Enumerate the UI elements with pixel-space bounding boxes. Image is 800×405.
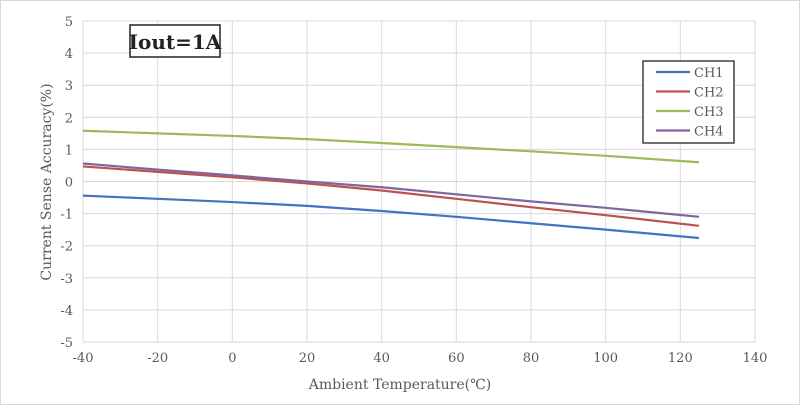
x-tick-label: 20 <box>299 351 316 366</box>
y-tick-label: -1 <box>60 208 73 223</box>
legend-label: CH2 <box>694 86 724 101</box>
series-line-ch1 <box>82 194 700 240</box>
y-tick-label: -3 <box>60 272 73 287</box>
x-tick-label: 100 <box>593 351 618 366</box>
series-line-ch2 <box>82 165 700 227</box>
x-tick-label: 80 <box>523 351 540 366</box>
y-axis-label: Current Sense Accuracy(%) <box>39 83 55 280</box>
legend: CH1 CH2 CH3 CH4 <box>642 60 735 144</box>
y-tick-label: 3 <box>65 79 73 94</box>
annotation-label: Iout=1A <box>129 30 222 54</box>
x-tick-label: 140 <box>743 351 768 366</box>
y-tick-label: 2 <box>65 111 73 126</box>
y-tick-label: 5 <box>65 15 73 30</box>
y-tick-label: 4 <box>65 47 73 62</box>
y-tick-label: 1 <box>65 143 73 158</box>
y-tick-label: -5 <box>60 336 73 351</box>
series-line-ch4 <box>82 162 700 218</box>
legend-label: CH4 <box>694 125 724 140</box>
legend-label: CH1 <box>694 66 724 81</box>
series-line-ch3 <box>82 129 700 164</box>
y-axis-ticks: -5 -4 -3 -2 -1 0 1 2 3 4 5 <box>60 15 73 351</box>
x-tick-label: 0 <box>228 351 236 366</box>
x-tick-label: 60 <box>448 351 465 366</box>
series-lines <box>82 129 700 240</box>
x-tick-label: 120 <box>668 351 693 366</box>
y-tick-label: 0 <box>65 176 73 191</box>
x-axis-label: Ambient Temperature(℃) <box>308 377 492 393</box>
grid <box>82 20 756 343</box>
legend-label: CH3 <box>694 105 724 120</box>
y-tick-label: -2 <box>60 240 73 255</box>
annotation-box: Iout=1A <box>129 24 222 58</box>
x-tick-label: -20 <box>147 351 168 366</box>
x-tick-label: 40 <box>373 351 390 366</box>
x-axis-ticks: -40 -20 0 20 40 60 80 100 120 140 <box>73 351 768 366</box>
y-tick-label: -4 <box>60 304 73 319</box>
x-tick-label: -40 <box>73 351 94 366</box>
